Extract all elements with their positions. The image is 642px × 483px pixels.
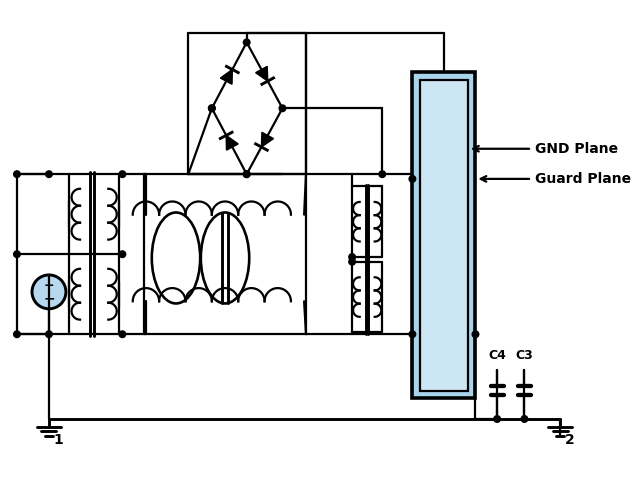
Bar xyxy=(412,72,476,398)
Text: C3: C3 xyxy=(516,350,534,362)
Polygon shape xyxy=(226,135,238,150)
Polygon shape xyxy=(220,70,232,84)
Text: +: + xyxy=(44,279,55,292)
Circle shape xyxy=(349,258,356,265)
Circle shape xyxy=(46,331,52,338)
Circle shape xyxy=(243,171,250,177)
Text: C4: C4 xyxy=(488,350,506,362)
Circle shape xyxy=(349,254,356,260)
Text: GND Plane: GND Plane xyxy=(535,142,618,156)
Circle shape xyxy=(409,331,415,338)
Polygon shape xyxy=(261,132,273,147)
Circle shape xyxy=(13,171,21,177)
Text: 2: 2 xyxy=(565,433,575,447)
Circle shape xyxy=(243,39,250,46)
Circle shape xyxy=(209,105,215,112)
Circle shape xyxy=(494,416,500,422)
Circle shape xyxy=(46,171,52,177)
Bar xyxy=(420,80,468,391)
Circle shape xyxy=(379,171,386,177)
Circle shape xyxy=(13,251,21,257)
Polygon shape xyxy=(256,66,268,81)
Circle shape xyxy=(409,176,415,182)
Text: −: − xyxy=(43,291,55,305)
Circle shape xyxy=(119,251,126,257)
Circle shape xyxy=(32,275,66,309)
Circle shape xyxy=(119,171,126,177)
Circle shape xyxy=(472,331,479,338)
Text: 1: 1 xyxy=(54,433,64,447)
Circle shape xyxy=(243,171,250,177)
Circle shape xyxy=(279,105,286,112)
Circle shape xyxy=(521,416,528,422)
Circle shape xyxy=(13,331,21,338)
Circle shape xyxy=(209,105,215,112)
Text: Guard Plane: Guard Plane xyxy=(535,172,631,186)
Circle shape xyxy=(119,331,126,338)
